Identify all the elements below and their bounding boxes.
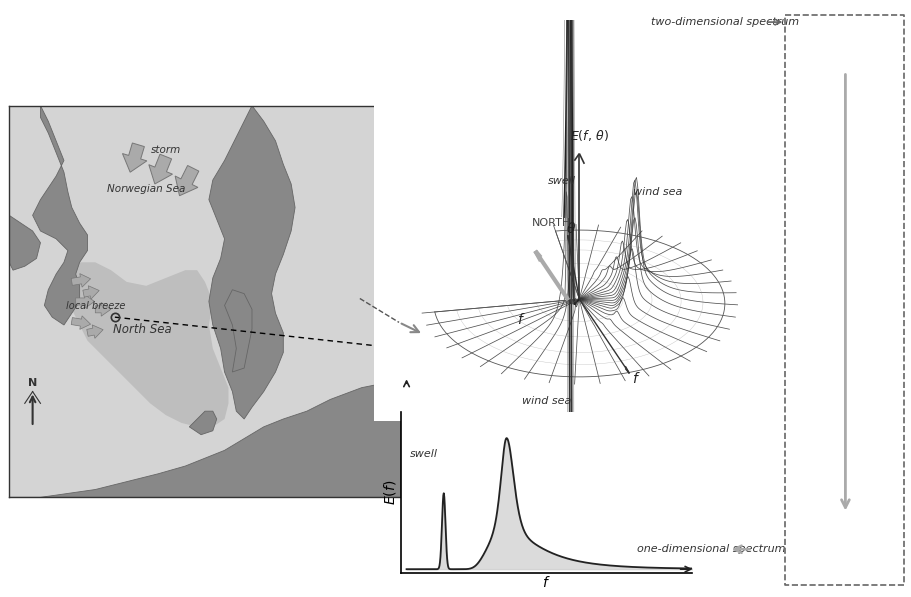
Polygon shape bbox=[209, 106, 295, 419]
FancyArrow shape bbox=[87, 325, 103, 338]
Y-axis label: $E(f)$: $E(f)$ bbox=[382, 480, 398, 505]
Polygon shape bbox=[9, 216, 40, 270]
Polygon shape bbox=[224, 290, 252, 372]
FancyArrow shape bbox=[71, 273, 90, 287]
FancyArrow shape bbox=[71, 316, 90, 330]
Text: swell: swell bbox=[410, 449, 438, 459]
FancyArrow shape bbox=[83, 286, 99, 299]
FancyArrow shape bbox=[122, 143, 147, 172]
Text: two-dimensional spectrum: two-dimensional spectrum bbox=[651, 17, 800, 27]
X-axis label: $f$: $f$ bbox=[542, 574, 551, 589]
Text: wind sea: wind sea bbox=[522, 396, 571, 406]
Text: Norwegian Sea: Norwegian Sea bbox=[107, 184, 186, 194]
Text: North Sea: North Sea bbox=[113, 323, 171, 336]
Polygon shape bbox=[189, 411, 217, 435]
Polygon shape bbox=[9, 380, 401, 497]
Text: one-dimensional spectrum: one-dimensional spectrum bbox=[637, 544, 785, 554]
Text: N: N bbox=[28, 378, 37, 387]
Text: local breeze: local breeze bbox=[66, 301, 125, 311]
FancyArrow shape bbox=[148, 154, 172, 184]
Polygon shape bbox=[67, 223, 229, 427]
Polygon shape bbox=[9, 106, 401, 497]
Polygon shape bbox=[33, 106, 87, 325]
FancyArrow shape bbox=[76, 295, 95, 308]
Text: storm: storm bbox=[150, 144, 181, 155]
FancyArrow shape bbox=[175, 165, 199, 196]
FancyArrow shape bbox=[96, 303, 111, 316]
